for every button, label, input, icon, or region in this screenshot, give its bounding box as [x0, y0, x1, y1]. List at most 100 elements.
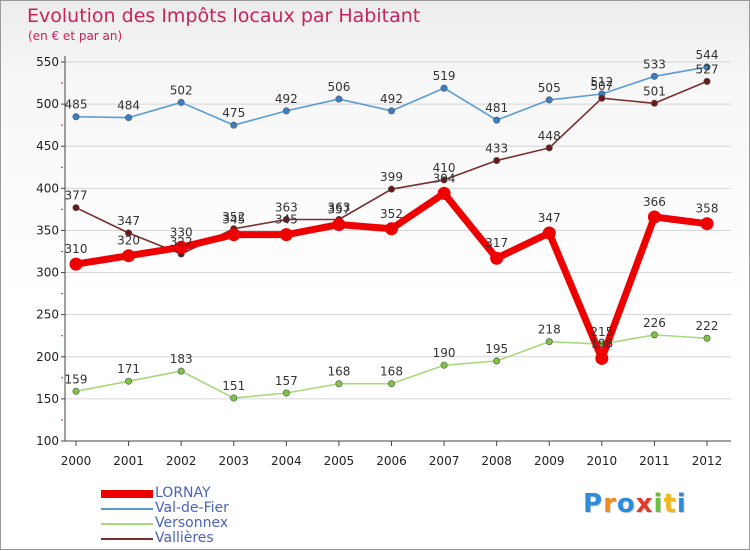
x-tick-label: 2009	[534, 454, 565, 468]
data-label-valli-res: 433	[485, 142, 508, 156]
y-tick-label: 350	[36, 223, 59, 237]
x-tick-label: 2005	[324, 454, 355, 468]
x-tick-label: 2012	[692, 454, 723, 468]
data-label-lornay: 317	[485, 236, 508, 250]
data-label-lornay: 320	[117, 234, 140, 248]
data-label-val-de-fier: 492	[275, 92, 298, 106]
data-point-val-de-fier	[493, 116, 501, 124]
data-point-lornay	[227, 228, 241, 242]
data-label-versonnex: 151	[222, 379, 245, 393]
data-point-versonnex	[545, 338, 553, 346]
data-label-val-de-fier: 512	[590, 75, 613, 89]
y-tick-label: 550	[36, 55, 59, 69]
data-point-val-de-fier	[125, 114, 133, 122]
data-point-val-de-fier	[703, 63, 711, 71]
axes: 100 150 200 250 300 350 400 450 500 550 2000 2001 20…	[36, 55, 731, 468]
data-point-versonnex	[177, 367, 185, 375]
data-point-lornay	[437, 186, 451, 200]
logo-letter: o	[616, 489, 636, 519]
chart-subtitle: (en € et par an)	[28, 29, 123, 43]
data-point-versonnex	[650, 331, 658, 339]
data-label-versonnex: 226	[643, 316, 666, 330]
x-tick-label: 2007	[429, 454, 460, 468]
data-label-lornay: 366	[643, 195, 666, 209]
data-label-val-de-fier: 492	[380, 92, 403, 106]
legend-item-lornay: LORNAY	[101, 485, 321, 502]
data-label-valli-res: 363	[275, 200, 298, 214]
data-point-val-de-fier	[282, 107, 290, 115]
data-point-val-de-fier	[177, 98, 185, 106]
data-label-lornay: 394	[433, 171, 456, 185]
logo-letter: i	[653, 489, 664, 519]
legend-swatch-val-de-fier	[101, 508, 153, 510]
y-tick-label: 150	[36, 392, 59, 406]
data-point-versonnex	[387, 380, 395, 388]
data-label-versonnex: 222	[696, 319, 719, 333]
proxiti-logo: Proxiti	[583, 489, 687, 519]
data-point-lornay	[700, 217, 714, 231]
data-point-versonnex	[230, 394, 238, 402]
data-point-versonnex	[72, 387, 80, 395]
y-tick-label: 100	[36, 434, 59, 448]
x-tick-label: 2008	[481, 454, 512, 468]
data-label-valli-res: 399	[380, 170, 403, 184]
data-point-versonnex	[125, 377, 133, 385]
x-tick-label: 2010	[587, 454, 618, 468]
data-point-lornay	[595, 351, 609, 365]
data-label-lornay: 347	[538, 211, 561, 225]
data-label-val-de-fier: 481	[485, 101, 508, 115]
y-tick-label: 300	[36, 266, 59, 280]
data-label-versonnex: 190	[433, 346, 456, 360]
x-tick-label: 2002	[166, 454, 197, 468]
data-point-val-de-fier	[440, 84, 448, 92]
data-point-valli-res	[598, 94, 606, 102]
data-point-versonnex	[493, 357, 501, 365]
legend-swatch-lornay	[101, 490, 153, 498]
data-label-val-de-fier: 484	[117, 99, 140, 113]
data-label-valli-res: 377	[65, 189, 88, 203]
logo-letter: x	[635, 489, 654, 519]
y-tick-label: 400	[36, 181, 59, 195]
data-label-valli-res: 448	[538, 129, 561, 143]
data-point-lornay	[174, 240, 188, 254]
data-label-versonnex: 168	[380, 365, 403, 379]
data-point-valli-res	[545, 144, 553, 152]
legend-label-val-de-fier: Val-de-Fier	[155, 500, 229, 516]
data-label-versonnex: 159	[65, 372, 88, 386]
data-point-valli-res	[440, 176, 448, 184]
series-lines	[69, 63, 714, 402]
legend-item-val-de-fier: Val-de-Fier	[101, 500, 321, 517]
data-label-val-de-fier: 519	[433, 69, 456, 83]
data-label-valli-res: 527	[696, 62, 719, 76]
legend-label-versonnex: Versonnex	[155, 515, 229, 531]
data-point-lornay	[332, 218, 346, 232]
legend-swatch-versonnex	[101, 523, 153, 525]
data-point-valli-res	[387, 185, 395, 193]
data-point-valli-res	[703, 77, 711, 85]
data-point-lornay	[385, 222, 398, 236]
data-point-val-de-fier	[230, 121, 238, 129]
legend-label-lornay: LORNAY	[155, 485, 211, 501]
legend-swatch-valli-res	[101, 538, 153, 540]
data-point-valli-res	[125, 229, 133, 237]
data-point-valli-res	[72, 204, 80, 212]
legend-item-valli-res: Vallières	[101, 530, 321, 547]
data-label-val-de-fier: 533	[643, 57, 666, 71]
data-point-val-de-fier	[545, 96, 553, 104]
data-point-versonnex	[282, 389, 290, 397]
data-label-versonnex: 195	[485, 342, 508, 356]
data-point-versonnex	[440, 361, 448, 369]
data-label-versonnex: 215	[590, 325, 613, 339]
chart-title: Evolution des Impôts locaux par Habitant	[27, 5, 421, 27]
x-tick-label: 2004	[271, 454, 302, 468]
data-label-valli-res: 501	[643, 84, 666, 98]
data-label-lornay: 330	[170, 225, 193, 239]
x-tick-label: 2011	[639, 454, 670, 468]
data-point-val-de-fier	[72, 113, 80, 121]
data-point-versonnex	[335, 380, 343, 388]
logo-letter: P	[583, 489, 604, 519]
data-point-lornay	[647, 210, 661, 224]
logo-letter: t	[663, 489, 677, 519]
data-point-lornay	[69, 257, 83, 271]
